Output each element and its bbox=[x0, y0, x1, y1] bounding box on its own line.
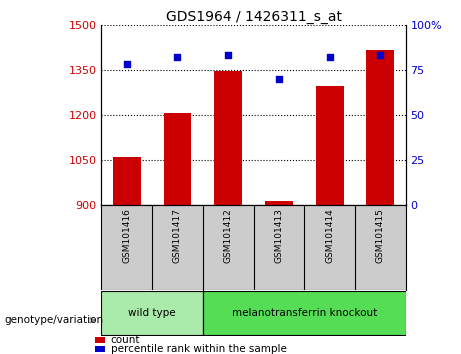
Bar bbox=[214, 72, 242, 205]
Bar bbox=[265, 201, 293, 205]
Text: melanotransferrin knockout: melanotransferrin knockout bbox=[231, 308, 377, 318]
Bar bbox=[95, 337, 105, 343]
Point bbox=[225, 53, 232, 58]
Bar bbox=[203, 291, 406, 335]
Text: percentile rank within the sample: percentile rank within the sample bbox=[111, 344, 287, 354]
Text: GSM101412: GSM101412 bbox=[224, 208, 233, 263]
Text: GSM101413: GSM101413 bbox=[274, 208, 284, 263]
Text: count: count bbox=[111, 335, 140, 345]
Text: GSM101414: GSM101414 bbox=[325, 208, 334, 263]
Bar bbox=[164, 113, 191, 205]
Text: genotype/variation: genotype/variation bbox=[5, 315, 104, 325]
Point bbox=[123, 62, 130, 67]
Point bbox=[174, 55, 181, 60]
Text: GSM101415: GSM101415 bbox=[376, 208, 385, 263]
Point bbox=[377, 53, 384, 58]
Bar bbox=[101, 291, 203, 335]
Bar bbox=[113, 157, 141, 205]
Text: GSM101417: GSM101417 bbox=[173, 208, 182, 263]
Title: GDS1964 / 1426311_s_at: GDS1964 / 1426311_s_at bbox=[165, 10, 342, 24]
Text: GSM101416: GSM101416 bbox=[122, 208, 131, 263]
Bar bbox=[316, 86, 343, 205]
Point bbox=[326, 55, 333, 60]
Bar bbox=[366, 50, 394, 205]
Text: wild type: wild type bbox=[128, 308, 176, 318]
Point bbox=[275, 76, 283, 82]
Bar bbox=[95, 346, 105, 352]
